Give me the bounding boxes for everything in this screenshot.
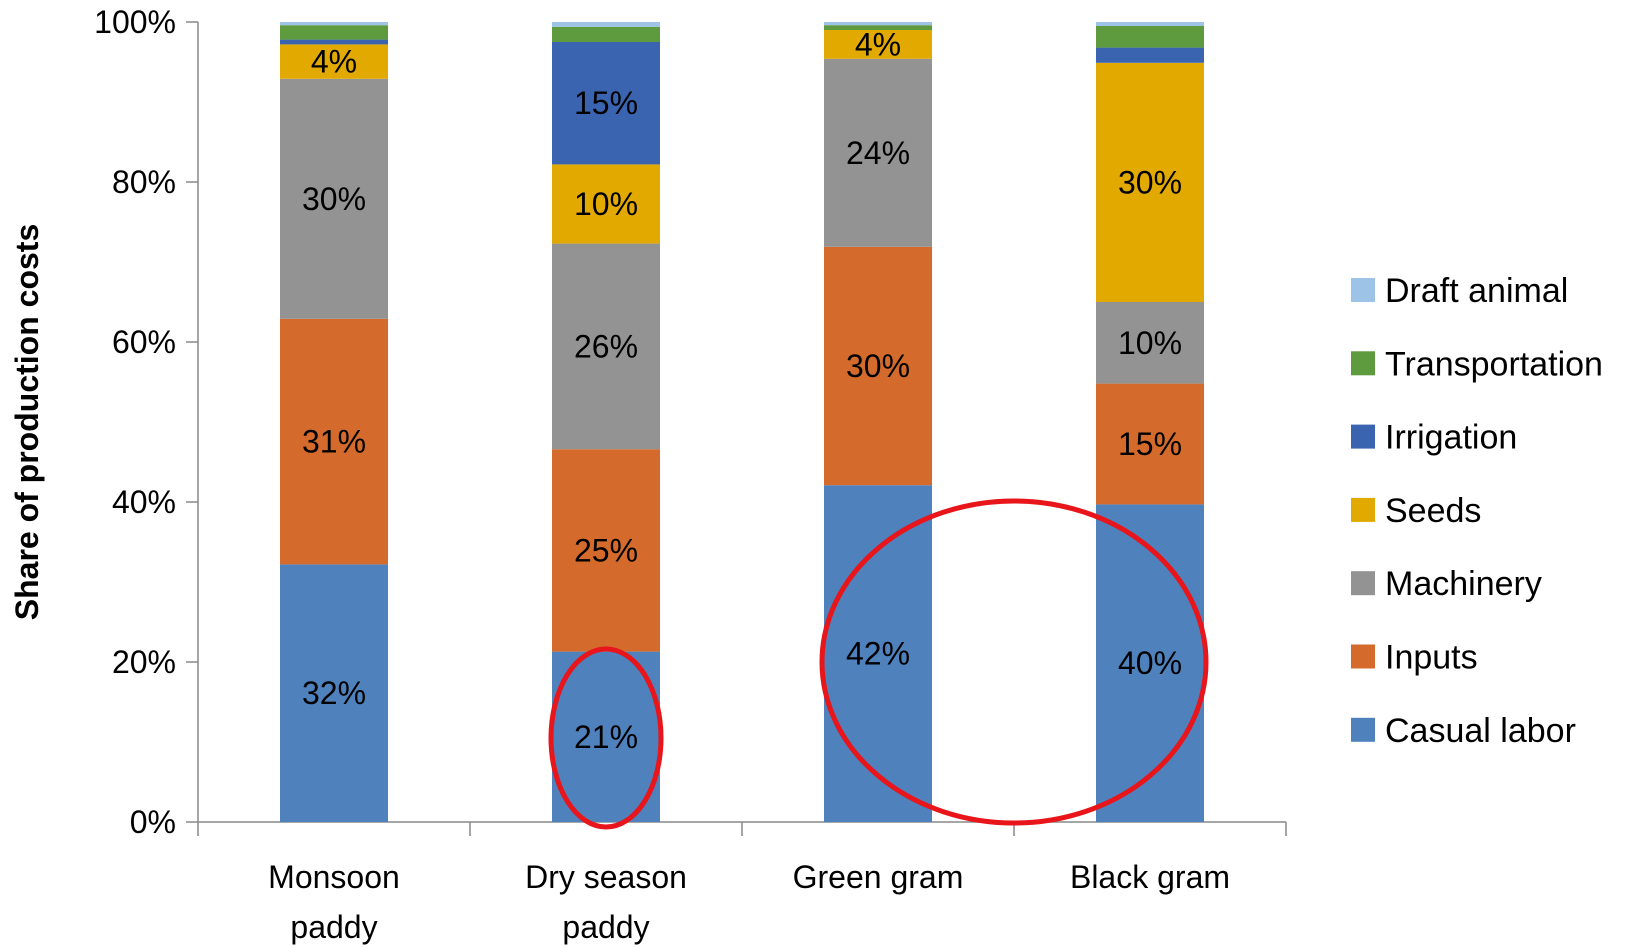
data-label: 15% [1118, 426, 1182, 462]
y-tick-label: 20% [112, 644, 176, 680]
bar-segment [1096, 62, 1204, 302]
x-tick-label: paddy [562, 909, 649, 945]
bar-segment [824, 485, 932, 822]
legend-swatch [1351, 644, 1375, 669]
bar-segment [1096, 383, 1204, 505]
bar-segment [280, 78, 388, 319]
bar-segment [1096, 302, 1204, 384]
data-label: 15% [574, 85, 638, 121]
legend-label: Seeds [1385, 492, 1481, 530]
bar-segment [552, 651, 660, 822]
legend-item: Inputs [1351, 639, 1478, 677]
bar-segment [552, 243, 660, 450]
bar-segment [824, 58, 932, 247]
data-label: 40% [1118, 645, 1182, 681]
x-tick-label: Green gram [793, 859, 964, 895]
bar-segment [280, 564, 388, 822]
legend-item: Machinery [1351, 565, 1542, 603]
legend-swatch [1351, 424, 1375, 449]
x-tick-labels: Monsoon paddy Dry season paddy Green gram Bla… [268, 859, 1230, 945]
legend-swatch [1351, 571, 1375, 596]
legend-label: Inputs [1385, 639, 1478, 677]
legend-swatch [1351, 351, 1375, 376]
bar-segment [552, 42, 660, 165]
legend: Draft animal Transportation Irrigation Seed… [1351, 272, 1603, 750]
data-label: 30% [1118, 164, 1182, 200]
legend-item: Casual labor [1351, 712, 1576, 750]
x-tick-label: Monsoon [268, 859, 400, 895]
bar-segment [552, 164, 660, 244]
x-tick-label: Black gram [1070, 859, 1230, 895]
data-label: 26% [574, 328, 638, 364]
data-label: 4% [311, 44, 357, 80]
legend-label: Irrigation [1385, 419, 1517, 457]
y-tick-label: 100% [94, 4, 176, 40]
data-label: 10% [1118, 325, 1182, 361]
legend-swatch [1351, 497, 1375, 522]
bar-segment [824, 25, 932, 30]
bar-segment [280, 39, 388, 45]
data-label: 30% [302, 181, 366, 217]
bar-segment [1096, 47, 1204, 63]
y-axis: 0% 20% 40% 60% 80% 100% Share of production c… [9, 4, 199, 840]
bar-segment [280, 25, 388, 40]
data-labels: 32% 31% 30% 4% 21% 25% 26% 10% 15% 42% 30% 24% 4% 40%… [302, 26, 1182, 754]
bar-segment [824, 22, 932, 26]
x-ticks [197, 822, 1287, 836]
legend-label: Transportation [1385, 345, 1603, 383]
data-label: 30% [846, 348, 910, 384]
data-label: 31% [302, 424, 366, 460]
legend-label: Machinery [1385, 565, 1542, 603]
bar-segment [1096, 22, 1204, 26]
x-axis: Monsoon paddy Dry season paddy Green gram Bla… [197, 821, 1287, 945]
x-tick-label: Dry season [525, 859, 687, 895]
bars [280, 22, 1204, 822]
bar-segment [824, 30, 932, 59]
y-ticks: 0% 20% 40% 60% 80% 100% [94, 4, 198, 840]
data-label: 32% [302, 675, 366, 711]
bar-segment [824, 246, 932, 486]
data-label: 4% [855, 26, 901, 62]
legend-label: Draft animal [1385, 272, 1568, 310]
legend-item: Irrigation [1351, 419, 1517, 457]
bar-segment [1096, 26, 1204, 48]
legend-item: Draft animal [1351, 272, 1568, 310]
bar-segment [280, 44, 388, 79]
data-label: 21% [574, 719, 638, 755]
data-label: 24% [846, 135, 910, 171]
legend-item: Seeds [1351, 492, 1481, 530]
bar-segment [552, 22, 660, 27]
highlight-ellipse [548, 646, 664, 830]
bar-segment [280, 22, 388, 26]
bar-segment [552, 26, 660, 42]
data-label: 42% [846, 636, 910, 672]
y-tick-label: 80% [112, 164, 176, 200]
y-tick-label: 0% [130, 804, 176, 840]
bar-segment [552, 449, 660, 652]
highlight-ellipse [819, 498, 1209, 826]
bar-segment [280, 318, 388, 565]
y-tick-label: 60% [112, 324, 176, 360]
legend-item: Transportation [1351, 345, 1603, 383]
y-axis-title: Share of production costs [9, 224, 45, 620]
data-label: 25% [574, 532, 638, 568]
legend-swatch [1351, 278, 1375, 302]
bar-segment [1096, 504, 1204, 822]
highlight-ellipses [548, 498, 1209, 830]
y-tick-label: 40% [112, 484, 176, 520]
legend-swatch [1351, 717, 1375, 742]
x-tick-label: paddy [290, 909, 377, 945]
legend-label: Casual labor [1385, 712, 1576, 750]
data-label: 10% [574, 186, 638, 222]
